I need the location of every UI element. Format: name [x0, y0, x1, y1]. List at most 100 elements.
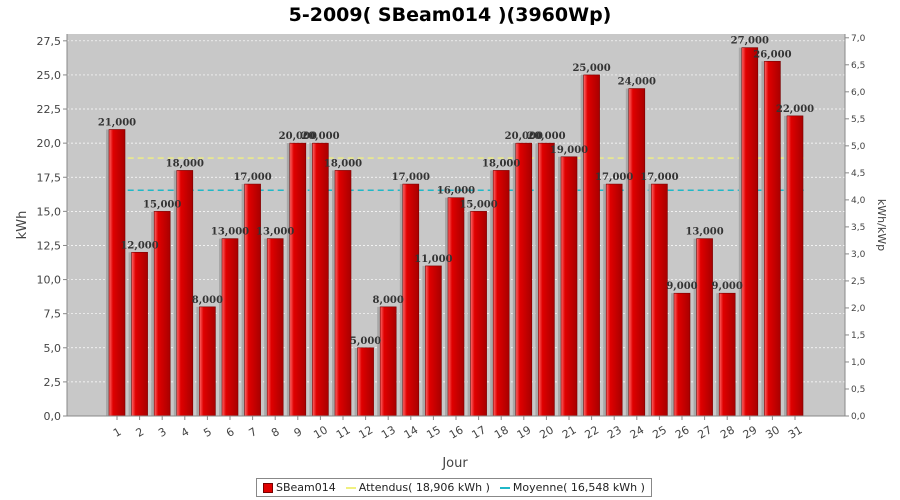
data-label: 13,000 — [256, 227, 294, 238]
bar — [673, 292, 691, 417]
bar — [718, 292, 736, 417]
x-tick-label: 4 — [179, 425, 192, 440]
data-label: 11,000 — [414, 254, 452, 265]
x-tick-label: 16 — [447, 423, 466, 441]
y-tick-label: 15,0 — [37, 205, 62, 218]
y-tick-label-right: 1,5 — [851, 331, 865, 341]
bar — [425, 265, 442, 417]
legend-swatch-moyenne — [499, 486, 510, 489]
y-tick-label-right: 3,5 — [851, 223, 865, 233]
y-tick-label: 10,0 — [37, 274, 62, 287]
x-tick-label: 19 — [515, 423, 534, 441]
x-tick-label: 10 — [311, 423, 330, 441]
x-tick-label: 23 — [605, 423, 624, 441]
bar — [312, 142, 329, 417]
y-tick-label-right: 5,5 — [851, 115, 865, 125]
data-label: 17,000 — [392, 172, 430, 183]
y-tick-label: 17,5 — [37, 171, 62, 184]
data-label: 20,000 — [527, 131, 565, 142]
bar — [357, 347, 374, 417]
bar — [402, 183, 420, 417]
x-tick-label: 22 — [583, 423, 602, 441]
x-tick-label: 21 — [560, 423, 579, 441]
y-tick-label: 27,5 — [37, 35, 62, 48]
bar — [583, 74, 600, 417]
y-tick-label-right: 5,0 — [851, 142, 866, 152]
y-tick-label-right: 1,0 — [851, 358, 866, 368]
bar — [786, 115, 804, 417]
bar — [470, 211, 487, 417]
x-tick-label: 12 — [357, 423, 376, 441]
x-tick-label: 2 — [134, 425, 147, 440]
data-label: 26,000 — [753, 49, 791, 60]
legend-swatch-attendus — [345, 486, 356, 489]
x-tick-label: 31 — [786, 423, 805, 441]
x-tick-label: 13 — [379, 423, 398, 441]
data-label: 20,000 — [301, 131, 339, 142]
data-label: 8,000 — [192, 295, 223, 306]
data-label: 16,000 — [437, 186, 475, 197]
data-label: 18,000 — [482, 158, 520, 169]
bar — [266, 238, 284, 417]
y-tick-label: 5,0 — [44, 342, 62, 355]
data-label: 20,000 — [279, 131, 317, 142]
y-axis-label: kWh — [15, 211, 30, 240]
data-label: 19,000 — [550, 145, 588, 156]
y-tick-label-right: 0,5 — [851, 385, 865, 395]
data-label: 27,000 — [731, 36, 769, 47]
y-tick-label: 22,5 — [37, 103, 62, 116]
data-labels: 21,000 12,000 15,000 18,000 8,000 13,000 17,00… — [98, 36, 814, 347]
y-tick-label: 2,5 — [44, 376, 62, 389]
y-tick-label-right: 6,5 — [851, 61, 865, 71]
bar — [289, 142, 307, 417]
y-tick-label-right: 2,5 — [851, 277, 865, 287]
bar — [199, 306, 216, 417]
y-tick-label-right: 3,0 — [851, 250, 866, 260]
x-tick-label: 26 — [673, 423, 692, 441]
x-axis-label: Jour — [441, 456, 468, 471]
bar — [605, 183, 623, 417]
bar — [379, 306, 397, 417]
y-tick-label-right: 4,5 — [851, 169, 865, 179]
x-tick-label: 20 — [537, 423, 556, 441]
data-label: 22,000 — [776, 104, 814, 115]
data-label: 20,000 — [505, 131, 543, 142]
x-tick-label: 8 — [269, 425, 282, 440]
x-tick-label: 18 — [492, 423, 511, 441]
y-tick-label-right: 0,0 — [851, 412, 866, 422]
x-tick-label: 29 — [741, 423, 760, 441]
bar — [447, 197, 465, 417]
x-tick-label: 11 — [334, 423, 353, 441]
x-tick-label: 3 — [156, 425, 169, 440]
data-label: 13,000 — [685, 227, 723, 238]
y-tick-label-right: 7,0 — [851, 34, 866, 44]
y-tick-label: 20,0 — [37, 137, 62, 150]
x-tick-label: 30 — [763, 423, 782, 441]
x-tick-label: 14 — [402, 423, 421, 441]
data-label: 25,000 — [572, 63, 610, 74]
y-axis-right: 0,0 0,5 1,0 1,5 2,0 2,5 3,0 3,5 4,0 4,5 5,0 5,5 6,0 6… — [844, 34, 866, 422]
bar — [741, 47, 759, 417]
data-label: 15,000 — [143, 199, 181, 210]
reference-lines — [107, 157, 805, 191]
x-tick-label: 28 — [718, 423, 737, 441]
legend-item-moyenne: Moyenne( 16,548 kWh ) — [499, 481, 645, 494]
data-label: 17,000 — [640, 172, 678, 183]
data-label: 13,000 — [211, 227, 249, 238]
legend-label-moyenne: Moyenne( 16,548 kWh ) — [512, 481, 645, 494]
y-axis-left: 0,0 2,5 5,0 7,5 10,0 12,5 15,0 17,5 20,0 22,5 25,0… — [37, 34, 68, 423]
data-label: 9,000 — [712, 281, 743, 292]
x-tick-label: 24 — [628, 423, 647, 441]
y-tick-label-right: 4,0 — [851, 196, 866, 206]
data-label: 18,000 — [324, 158, 362, 169]
x-tick-label: 15 — [424, 423, 443, 441]
y-tick-label-right: 2,0 — [851, 304, 866, 314]
x-tick-label: 1 — [111, 425, 124, 440]
legend-item-attendus: Attendus( 18,906 kWh ) — [345, 481, 490, 494]
data-label: 12,000 — [120, 240, 158, 251]
bar — [515, 142, 533, 417]
y-axis-label-right: kWh/kWp — [875, 199, 888, 251]
x-tick-label: 9 — [292, 425, 305, 440]
x-tick-label: 6 — [224, 425, 237, 440]
